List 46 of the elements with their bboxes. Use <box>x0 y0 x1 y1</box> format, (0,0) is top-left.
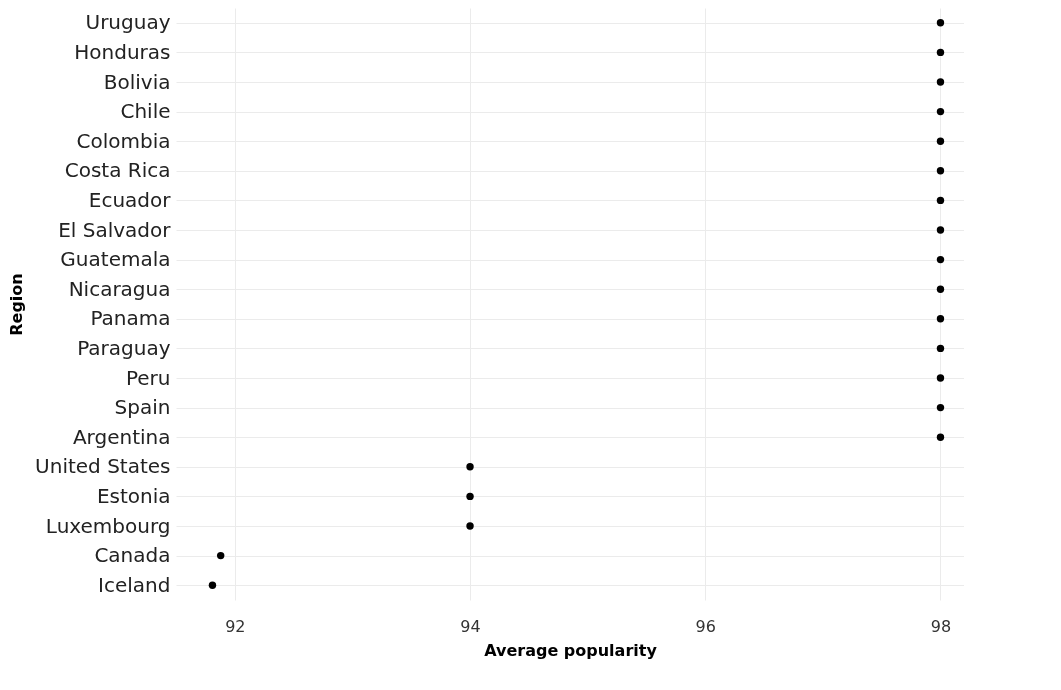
y-tick-label: Argentina <box>72 424 171 449</box>
x-tick-label: 94 <box>460 616 481 636</box>
point <box>208 581 217 589</box>
y-tick-label: Luxembourg <box>45 513 171 538</box>
point <box>936 167 945 175</box>
point <box>936 107 945 116</box>
point <box>216 551 225 560</box>
y-tick-label: Nicaragua <box>68 276 171 301</box>
y-tick-label: El Salvador <box>58 217 172 242</box>
y-tick-label: Iceland <box>98 572 171 597</box>
y-tick-label: Spain <box>114 395 171 420</box>
point <box>936 137 945 145</box>
x-axis-title: Average popularity <box>484 640 658 660</box>
y-tick-label: Colombia <box>76 128 171 153</box>
y-tick-label: Estonia <box>96 483 171 508</box>
point <box>466 492 474 501</box>
y-tick-label: Honduras <box>74 39 171 64</box>
point <box>936 78 945 86</box>
point <box>936 19 945 27</box>
point <box>936 315 945 323</box>
point <box>936 433 945 441</box>
point <box>936 255 945 264</box>
y-tick-label: Guatemala <box>60 247 171 272</box>
y-tick-label: Chile <box>120 99 171 124</box>
point <box>936 344 945 353</box>
point <box>466 522 474 530</box>
x-tick-label: 96 <box>695 616 716 636</box>
point <box>936 48 945 57</box>
point <box>466 463 474 471</box>
y-tick-label: Ecuador <box>88 187 172 212</box>
y-tick-label: Costa Rica <box>64 158 171 183</box>
point <box>936 374 945 382</box>
point <box>936 403 945 412</box>
y-tick-label: United States <box>35 454 171 479</box>
point <box>936 196 945 205</box>
y-tick-label: Peru <box>125 365 171 390</box>
point <box>936 285 945 293</box>
y-tick-label: Panama <box>90 306 171 331</box>
y-axis-title: Region <box>7 273 27 336</box>
point <box>936 226 945 234</box>
y-tick-label: Paraguay <box>77 335 171 360</box>
x-tick-label: 98 <box>930 616 952 636</box>
y-tick-label: Uruguay <box>85 10 171 35</box>
y-tick-label: Canada <box>94 543 171 568</box>
y-tick-label: Bolivia <box>103 69 171 94</box>
x-tick-label: 92 <box>225 616 246 636</box>
